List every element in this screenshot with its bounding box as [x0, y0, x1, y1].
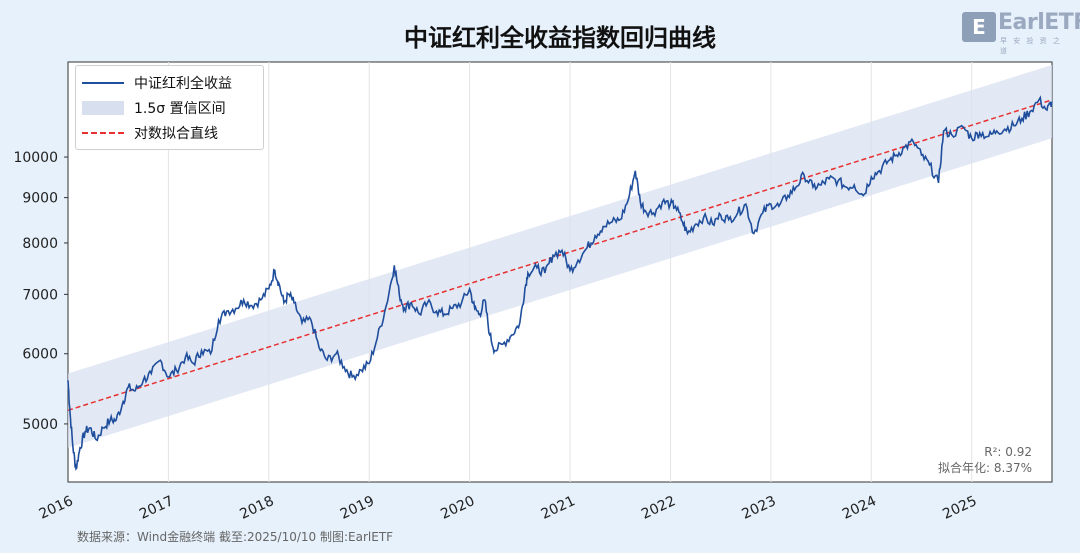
x-tick-label: 2023	[739, 493, 778, 523]
x-tick-label: 2024	[840, 493, 879, 523]
legend-line-swatch	[82, 81, 124, 84]
y-tick-label: 10000	[13, 150, 58, 166]
x-tick-label: 2022	[639, 493, 678, 523]
y-tick-label: 9000	[22, 191, 58, 207]
x-tick-label: 2019	[338, 493, 377, 523]
y-axis-ticks: 5000 6000 7000 8000 9000 10000	[13, 150, 68, 433]
fit-stats: R²: 0.92 拟合年化: 8.37%	[938, 444, 1032, 476]
y-tick-label: 7000	[22, 287, 58, 303]
series-line	[67, 95, 1053, 471]
y-tick-label: 8000	[22, 236, 58, 252]
confidence-band	[68, 65, 1052, 448]
legend-dash-swatch	[82, 131, 124, 134]
annual-rate-label: 拟合年化: 8.37%	[938, 461, 1032, 475]
x-tick-label: 2025	[940, 493, 979, 523]
logo-tagline: 早 安 投 资 之 道	[1000, 37, 1062, 55]
legend-label-band: 1.5σ 置信区间	[134, 100, 226, 117]
x-tick-label: 2016	[37, 493, 76, 523]
x-tick-label: 2021	[539, 493, 578, 523]
legend-item-fit: 对数拟合直线	[82, 120, 257, 145]
x-tick-label: 2018	[237, 493, 276, 523]
x-tick-label: 2017	[137, 493, 176, 523]
y-tick-label: 6000	[22, 347, 58, 363]
chart-title: 中证红利全收益指数回归曲线	[404, 24, 716, 52]
y-tick-label: 5000	[22, 417, 58, 433]
legend-item-series: 中证红利全收益	[82, 70, 257, 95]
logo-e-icon: E	[962, 12, 996, 42]
legend-label-fit: 对数拟合直线	[134, 125, 218, 142]
legend-label-series: 中证红利全收益	[134, 75, 232, 92]
legend-band-swatch	[82, 100, 124, 115]
legend: 中证红利全收益 1.5σ 置信区间 对数拟合直线	[75, 65, 264, 150]
fit-line	[67, 99, 1053, 412]
r2-label: R²: 0.92	[984, 445, 1032, 459]
legend-item-band: 1.5σ 置信区间	[82, 95, 257, 120]
source-note: 数据来源：Wind金融终端 截至:2025/10/10 制图:EarlETF	[77, 530, 394, 544]
x-axis-ticks: 2016 2017 2018 2019 2020 2021 2022 2023 2024 2025	[37, 493, 980, 523]
logo-wordmark: EarlETF	[998, 10, 1080, 35]
earletf-logo: E EarlETF 早 安 投 资 之 道	[962, 10, 1080, 55]
x-tick-label: 2020	[438, 493, 477, 523]
